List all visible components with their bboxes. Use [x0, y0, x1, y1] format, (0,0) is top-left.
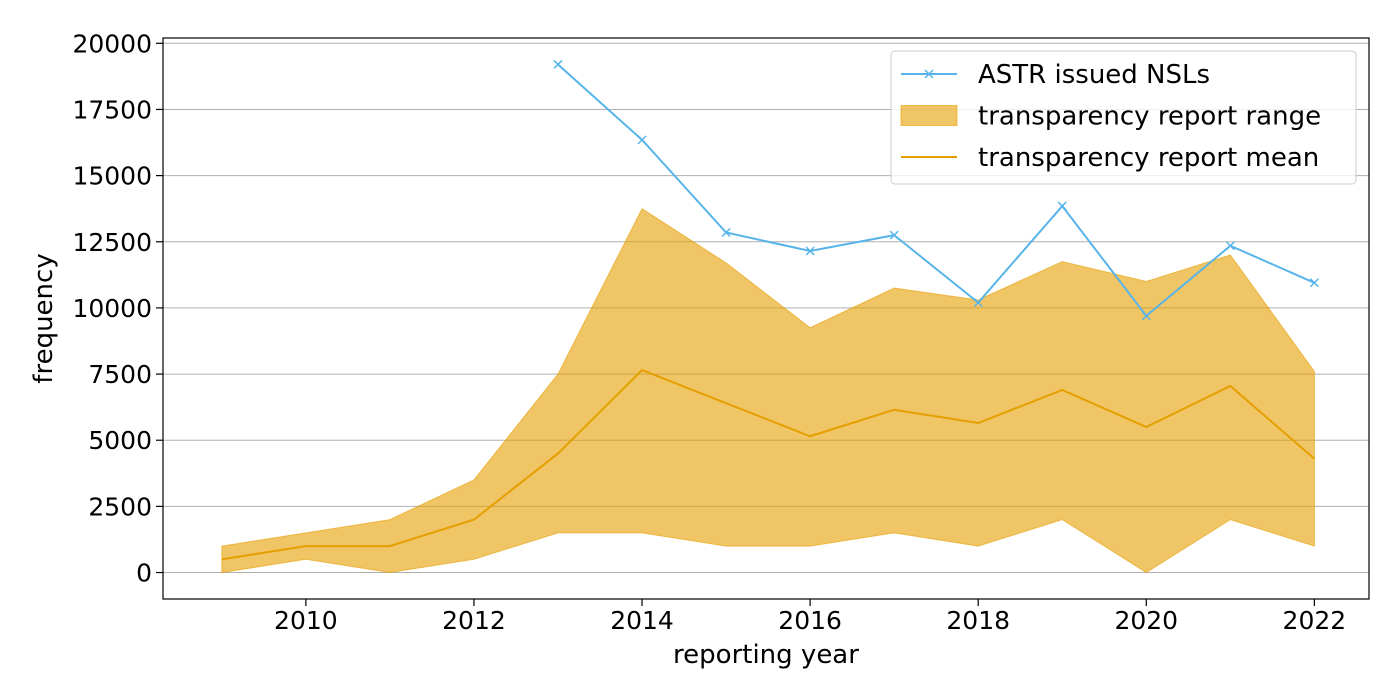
y-tick-label-0: 0: [136, 559, 152, 588]
legend-label-range: transparency report range: [978, 102, 1321, 132]
legend: ASTR issued NSLs transparency report ran…: [890, 50, 1357, 185]
y-tick-label-20000: 20000: [72, 29, 152, 58]
marker-astr-issued-nsls-2016: [805, 246, 815, 256]
y-tick-label-7500: 7500: [88, 360, 152, 389]
x-axis-label: reporting year: [673, 640, 859, 670]
marker-astr-issued-nsls-2021: [1225, 241, 1235, 251]
range-band: [221, 207, 1315, 574]
y-tick-label-17500: 17500: [72, 95, 152, 124]
y-tick-label-10000: 10000: [72, 294, 152, 323]
marker-astr-issued-nsls-2019: [1057, 201, 1067, 211]
marker-astr-issued-nsls-2022: [1309, 278, 1319, 288]
legend-label-mean: transparency report mean: [978, 143, 1319, 173]
x-tick-label-2010: 2010: [274, 606, 338, 635]
x-tick-label-2014: 2014: [610, 606, 674, 635]
band-transparency-report-range: [221, 207, 1315, 574]
marker-astr-issued-nsls-2017: [889, 230, 899, 240]
plot-frame: [162, 37, 1370, 600]
x-tick-label-2016: 2016: [778, 606, 842, 635]
y-tick-label-12500: 12500: [72, 228, 152, 257]
marker-astr-issued-nsls-2020: [1141, 311, 1151, 321]
y-axis-label: frequency: [29, 253, 59, 383]
axis-ticks: 0 2500 5000 7500 10000 12500 15000 17500 20000 20…: [72, 29, 1346, 635]
marker-astr-issued-nsls-2014: [637, 135, 647, 145]
legend-swatch-astr-marker: [924, 69, 934, 79]
y-tick-label-15000: 15000: [72, 162, 152, 191]
line-transparency-report-mean: [221, 368, 1316, 561]
marker-astr-issued-nsls-2018: [973, 298, 983, 308]
line-astr-issued-nsls: [557, 63, 1315, 318]
series-lines: [221, 59, 1319, 561]
y-tick-label-5000: 5000: [88, 426, 152, 455]
x-tick-label-2018: 2018: [946, 606, 1010, 635]
x-tick-label-2020: 2020: [1114, 606, 1178, 635]
marker-astr-issued-nsls-2013: [553, 59, 563, 69]
x-tick-label-2012: 2012: [442, 606, 506, 635]
y-tick-label-2500: 2500: [88, 492, 152, 521]
x-tick-label-2022: 2022: [1283, 606, 1347, 635]
marker-astr-issued-nsls-2015: [721, 227, 731, 238]
legend-box: [890, 50, 1357, 185]
legend-label-astr: ASTR issued NSLs: [978, 60, 1210, 90]
legend-swatch-range: [900, 105, 958, 126]
